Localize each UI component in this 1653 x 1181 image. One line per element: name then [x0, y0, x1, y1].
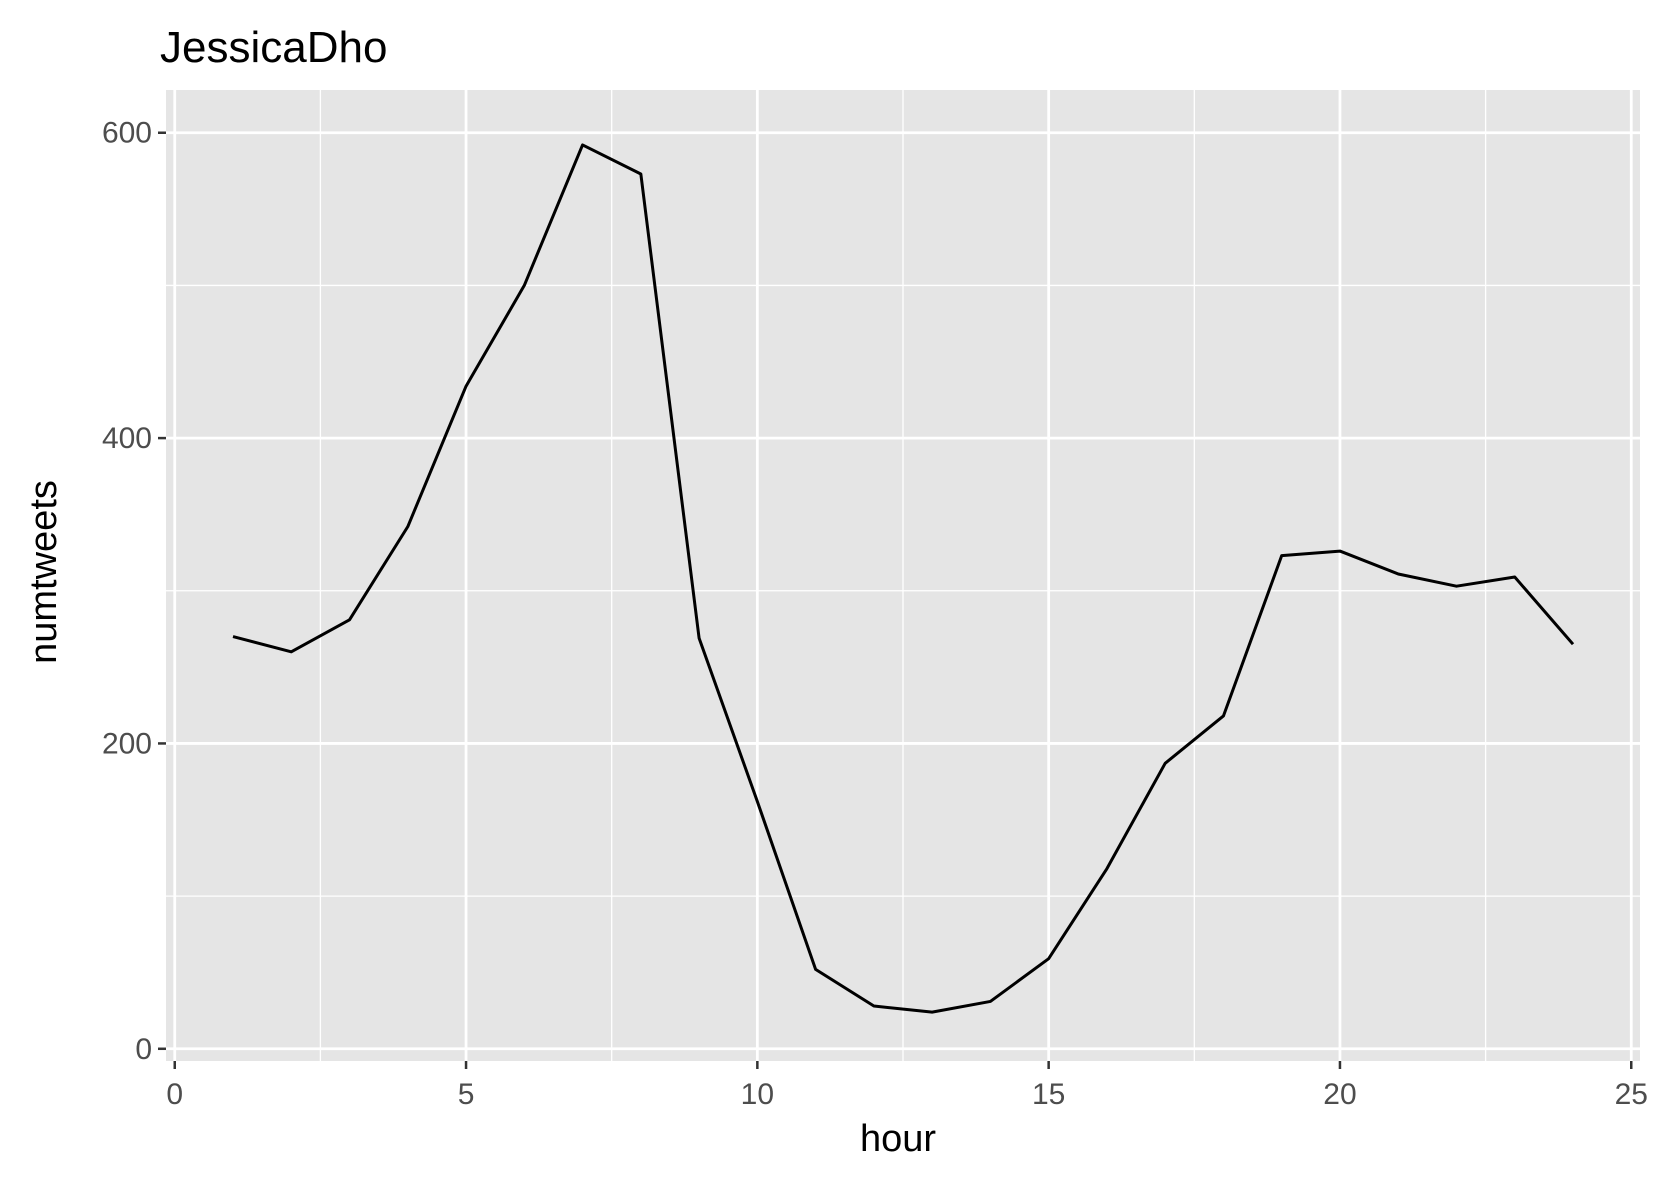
x-tick-label: 10 [741, 1078, 774, 1111]
minor-gridlines [166, 90, 1640, 1061]
y-tick-label: 600 [102, 117, 152, 150]
major-gridlines [166, 90, 1640, 1061]
chart-title: JessicaDho [160, 23, 387, 72]
x-tick-label: 0 [166, 1078, 183, 1111]
y-tick-label: 0 [135, 1033, 152, 1066]
y-axis-title: numtweets [23, 480, 65, 664]
x-tick-label: 20 [1323, 1078, 1356, 1111]
x-axis: 0 5 10 15 20 25 [166, 1061, 1648, 1111]
x-tick-label: 25 [1615, 1078, 1648, 1111]
x-axis-title: hour [860, 1118, 936, 1160]
y-tick-label: 200 [102, 727, 152, 760]
data-line [232, 143, 1575, 1014]
x-tick-label: 5 [458, 1078, 475, 1111]
y-axis: 0 200 400 600 [102, 117, 166, 1066]
data-points [232, 144, 1574, 1013]
x-tick-label: 15 [1032, 1078, 1065, 1111]
y-tick-label: 400 [102, 422, 152, 455]
